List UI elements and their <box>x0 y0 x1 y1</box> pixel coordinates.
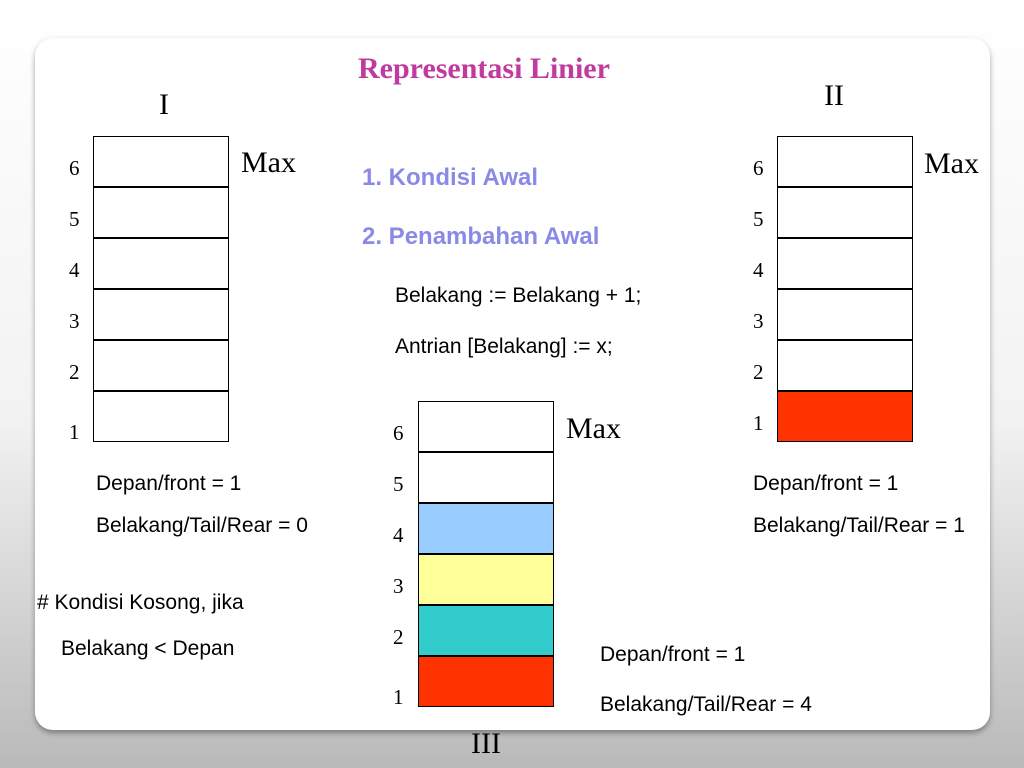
queue-stack-iii <box>418 401 554 709</box>
queue-label-iii: III <box>471 727 501 760</box>
queue-cell <box>418 401 554 452</box>
index-label: 3 <box>753 309 764 333</box>
queue-cell <box>777 340 913 391</box>
index-label: 4 <box>393 523 404 547</box>
queue-cell <box>418 656 554 707</box>
step-penambahan-awal: 2. Penambahan Awal <box>362 223 600 250</box>
index-label: 5 <box>69 207 80 231</box>
index-label: 6 <box>69 156 80 180</box>
queue-stack-i <box>93 136 229 444</box>
queue-stack-ii <box>777 136 913 444</box>
rear-value-iii: Belakang/Tail/Rear = 4 <box>600 693 812 716</box>
index-label: 4 <box>69 258 80 282</box>
queue-cell <box>93 391 229 442</box>
queue-cell <box>418 452 554 503</box>
max-label-iii: Max <box>566 412 621 445</box>
rear-value-i: Belakang/Tail/Rear = 0 <box>96 514 308 537</box>
front-value-i: Depan/front = 1 <box>96 472 242 495</box>
queue-cell <box>777 187 913 238</box>
empty-condition-note: # Kondisi Kosong, jika <box>37 591 244 614</box>
front-value-iii: Depan/front = 1 <box>600 643 746 666</box>
index-label: 2 <box>393 625 404 649</box>
step-kondisi-awal: 1. Kondisi Awal <box>362 164 539 191</box>
slide-title: Representasi Linier <box>358 52 610 85</box>
queue-cell <box>777 136 913 187</box>
code-line-increment: Belakang := Belakang + 1; <box>395 284 642 307</box>
index-label: 5 <box>393 472 404 496</box>
index-label: 3 <box>393 574 404 598</box>
max-label-i: Max <box>241 146 296 179</box>
front-value-ii: Depan/front = 1 <box>753 472 899 495</box>
code-line-assign: Antrian [Belakang] := x; <box>395 335 613 358</box>
queue-cell <box>93 289 229 340</box>
queue-cell <box>418 605 554 656</box>
index-label: 5 <box>753 207 764 231</box>
queue-cell <box>93 136 229 187</box>
index-label: 2 <box>69 360 80 384</box>
queue-cell <box>777 289 913 340</box>
index-label: 1 <box>753 411 764 435</box>
queue-label-ii: II <box>824 79 844 112</box>
index-label: 1 <box>69 420 80 444</box>
queue-cell <box>93 187 229 238</box>
index-label: 6 <box>393 421 404 445</box>
queue-cell <box>93 238 229 289</box>
queue-label-i: I <box>159 88 169 121</box>
index-label: 6 <box>753 156 764 180</box>
index-label: 1 <box>393 685 404 709</box>
empty-condition-rule: Belakang < Depan <box>61 637 235 660</box>
rear-value-ii: Belakang/Tail/Rear = 1 <box>753 514 965 537</box>
queue-cell <box>418 554 554 605</box>
queue-cell <box>418 503 554 554</box>
index-label: 4 <box>753 258 764 282</box>
index-label: 2 <box>753 360 764 384</box>
queue-cell <box>777 391 913 442</box>
index-label: 3 <box>69 309 80 333</box>
queue-cell <box>93 340 229 391</box>
queue-cell <box>777 238 913 289</box>
max-label-ii: Max <box>924 147 979 180</box>
